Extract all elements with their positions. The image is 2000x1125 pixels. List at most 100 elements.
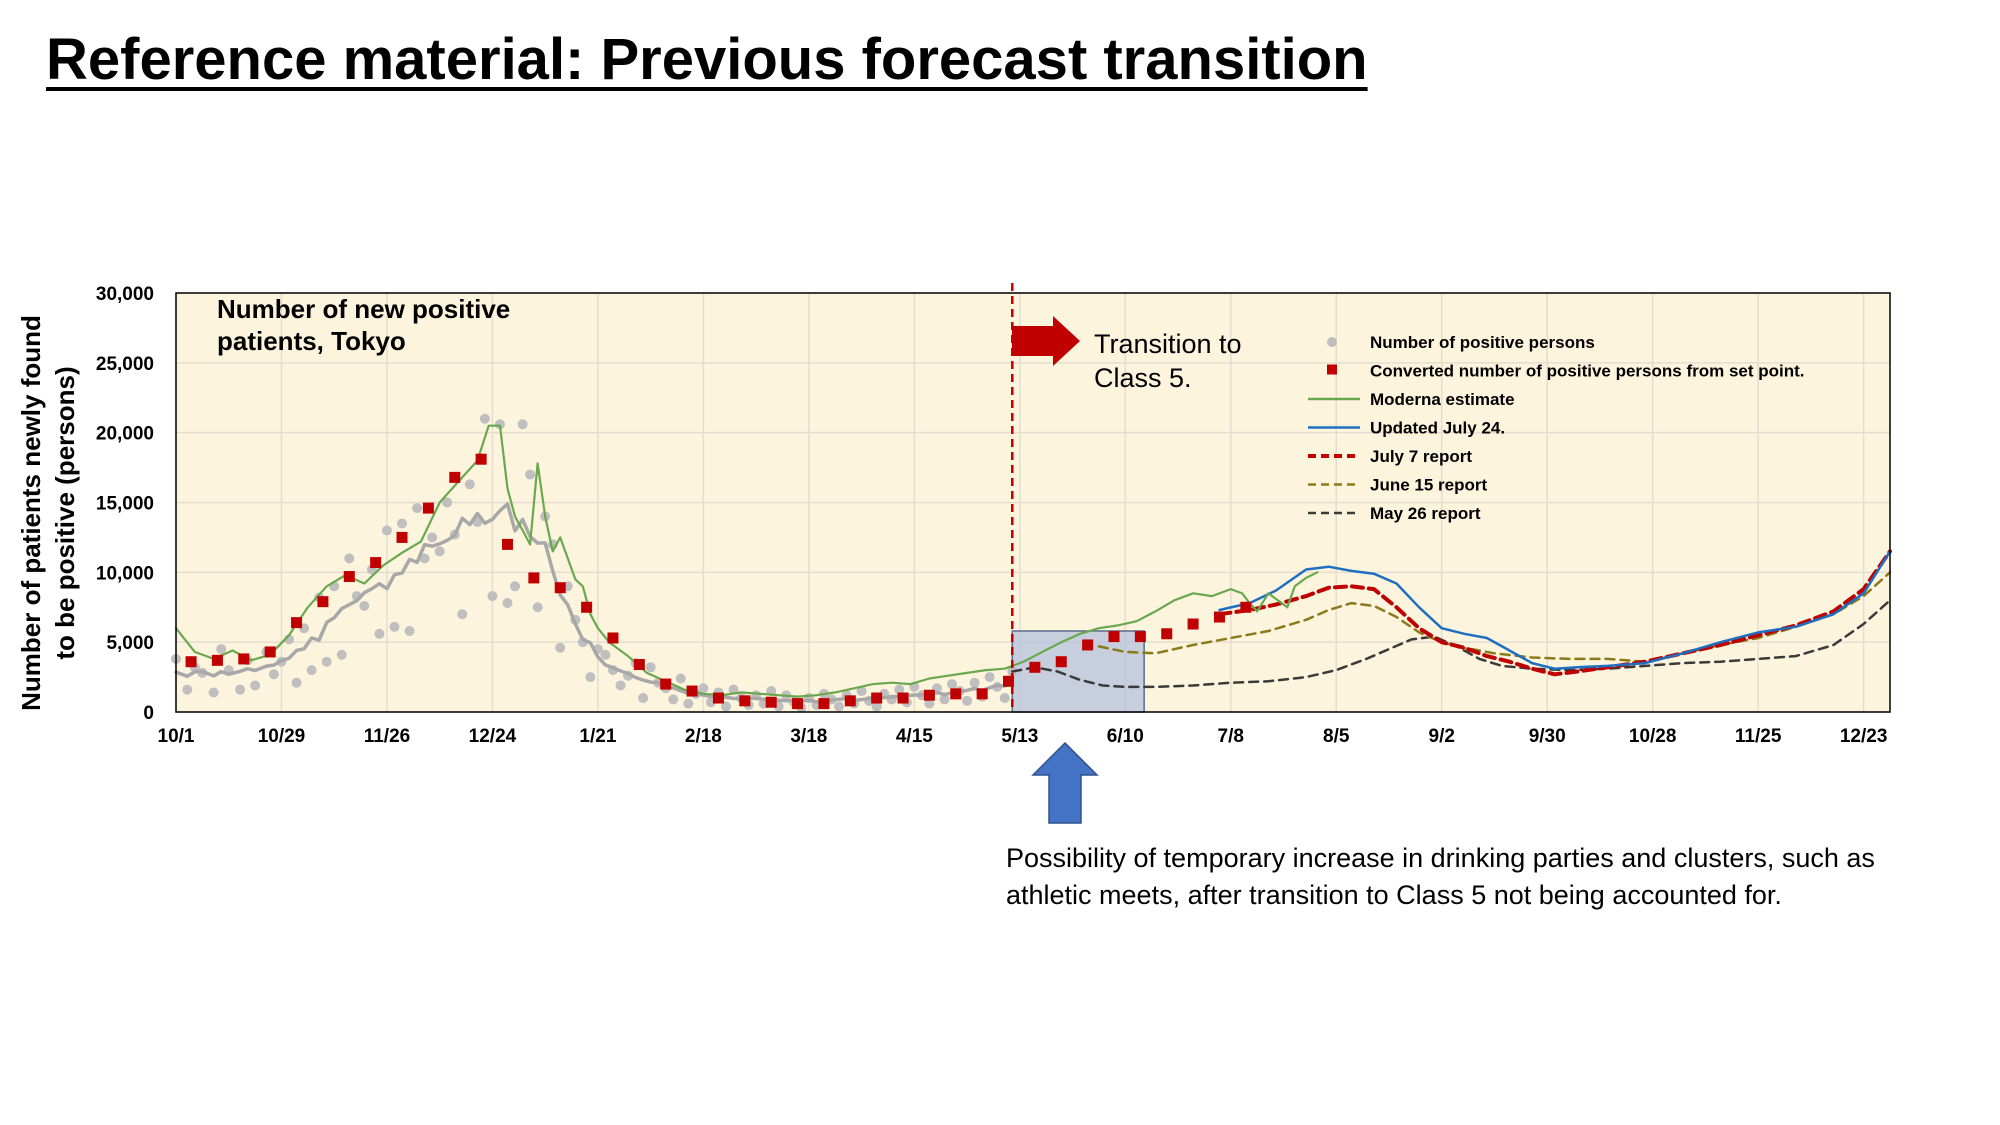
up-arrow-icon bbox=[1031, 741, 1099, 824]
plot-area: 30,000 25,000 20,000 15,000 10,000 5,000 010/1… bbox=[96, 283, 1892, 747]
x-tick-label: 5/13 bbox=[1001, 726, 1038, 747]
converted-point bbox=[660, 678, 672, 690]
legend-label: Updated July 24. bbox=[1370, 419, 1505, 438]
observed-point bbox=[585, 672, 596, 683]
x-tick-label: 9/30 bbox=[1529, 726, 1566, 747]
converted-point bbox=[264, 646, 276, 658]
y-tick-label: 20,000 bbox=[96, 424, 154, 445]
observed-point bbox=[216, 644, 227, 655]
converted-point bbox=[501, 538, 513, 550]
observed-point bbox=[962, 695, 973, 706]
converted-point bbox=[211, 654, 223, 666]
converted-point bbox=[185, 656, 197, 668]
converted-point bbox=[686, 685, 698, 697]
x-tick-label: 4/15 bbox=[896, 726, 933, 747]
x-tick-label: 10/29 bbox=[258, 726, 306, 747]
observed-point bbox=[306, 665, 317, 676]
chart-title-line-1: Number of new positive bbox=[217, 294, 510, 324]
observed-point bbox=[939, 694, 950, 705]
plot-frame bbox=[175, 292, 1891, 713]
observed-point bbox=[856, 686, 867, 697]
converted-point bbox=[554, 582, 566, 594]
legend-label: Moderna estimate bbox=[1370, 390, 1515, 409]
observed-point bbox=[947, 679, 958, 690]
forecast-note: Possibility of temporary increase in dri… bbox=[1006, 843, 1875, 910]
y-tick-label: 30,000 bbox=[96, 284, 154, 305]
observed-point bbox=[720, 701, 731, 712]
observed-point bbox=[487, 591, 498, 602]
converted-point bbox=[792, 698, 804, 710]
converted-point bbox=[343, 571, 355, 583]
series-line-jul7 bbox=[1217, 549, 1892, 677]
legend-label: June 15 report bbox=[1370, 476, 1487, 495]
x-tick-label: 1/21 bbox=[579, 726, 616, 747]
observed-point bbox=[615, 680, 626, 691]
observed-point bbox=[457, 609, 468, 620]
converted-point bbox=[871, 692, 883, 704]
observed-point bbox=[600, 649, 611, 660]
converted-point bbox=[897, 692, 909, 704]
converted-point bbox=[528, 572, 540, 584]
observed-point bbox=[555, 642, 566, 653]
observed-point bbox=[464, 479, 475, 490]
observed-point bbox=[321, 656, 332, 667]
x-tick-label: 11/26 bbox=[364, 726, 411, 747]
converted-point bbox=[976, 688, 988, 700]
observed-point bbox=[291, 677, 302, 688]
converted-point bbox=[950, 688, 962, 700]
converted-point bbox=[1003, 675, 1015, 687]
x-tick-label: 10/1 bbox=[158, 726, 195, 747]
observed-point bbox=[208, 687, 219, 698]
chart-title-line-2: patients, Tokyo bbox=[217, 326, 406, 356]
observed-point bbox=[698, 683, 709, 694]
observed-point bbox=[434, 546, 445, 557]
converted-point bbox=[633, 659, 645, 671]
transition-label-line-2: Class 5. bbox=[1094, 363, 1192, 393]
converted-point bbox=[370, 557, 382, 569]
observed-point bbox=[336, 649, 347, 660]
x-tick-label: 12/24 bbox=[469, 726, 517, 747]
y-tick-label: 10,000 bbox=[96, 563, 154, 584]
x-tick-label: 9/2 bbox=[1429, 726, 1455, 747]
observed-point bbox=[675, 673, 686, 684]
y-axis-label-line-1: Number of patients newly found bbox=[16, 315, 46, 711]
observed-point bbox=[871, 701, 882, 712]
observed-point bbox=[344, 553, 355, 564]
converted-point bbox=[739, 695, 751, 707]
x-tick-label: 3/18 bbox=[790, 726, 827, 747]
converted-point bbox=[581, 601, 593, 613]
x-tick-label: 2/18 bbox=[685, 726, 722, 747]
observed-point bbox=[404, 625, 415, 636]
observed-point bbox=[645, 662, 656, 673]
observed-point bbox=[525, 469, 536, 480]
observed-point bbox=[510, 581, 521, 592]
series-line-jul24 bbox=[1218, 550, 1892, 670]
observed-point bbox=[419, 553, 430, 564]
converted-point bbox=[238, 653, 250, 665]
converted-point bbox=[422, 502, 434, 514]
converted-point bbox=[765, 696, 777, 708]
observed-point bbox=[389, 621, 400, 632]
legend-marker-observed bbox=[1327, 337, 1337, 347]
observed-point bbox=[517, 419, 528, 430]
observed-point bbox=[268, 669, 279, 680]
observed-point bbox=[235, 684, 246, 695]
x-tick-label: 11/25 bbox=[1735, 726, 1782, 747]
observed-point bbox=[427, 532, 438, 543]
observed-point bbox=[182, 684, 193, 695]
observed-point bbox=[381, 525, 392, 536]
legend-label: Number of positive persons bbox=[1370, 333, 1595, 352]
converted-point bbox=[449, 471, 461, 483]
observed-point bbox=[412, 503, 423, 514]
x-tick-label: 10/28 bbox=[1629, 726, 1677, 747]
observed-point bbox=[397, 518, 408, 529]
legend-label: July 7 report bbox=[1370, 447, 1472, 466]
legend-label: Converted number of positive persons fro… bbox=[1370, 362, 1805, 381]
converted-point bbox=[1108, 631, 1120, 643]
converted-point bbox=[607, 632, 619, 644]
converted-point bbox=[1161, 628, 1173, 640]
observed-point bbox=[638, 693, 649, 704]
observed-point bbox=[668, 694, 679, 705]
converted-point bbox=[923, 689, 935, 701]
